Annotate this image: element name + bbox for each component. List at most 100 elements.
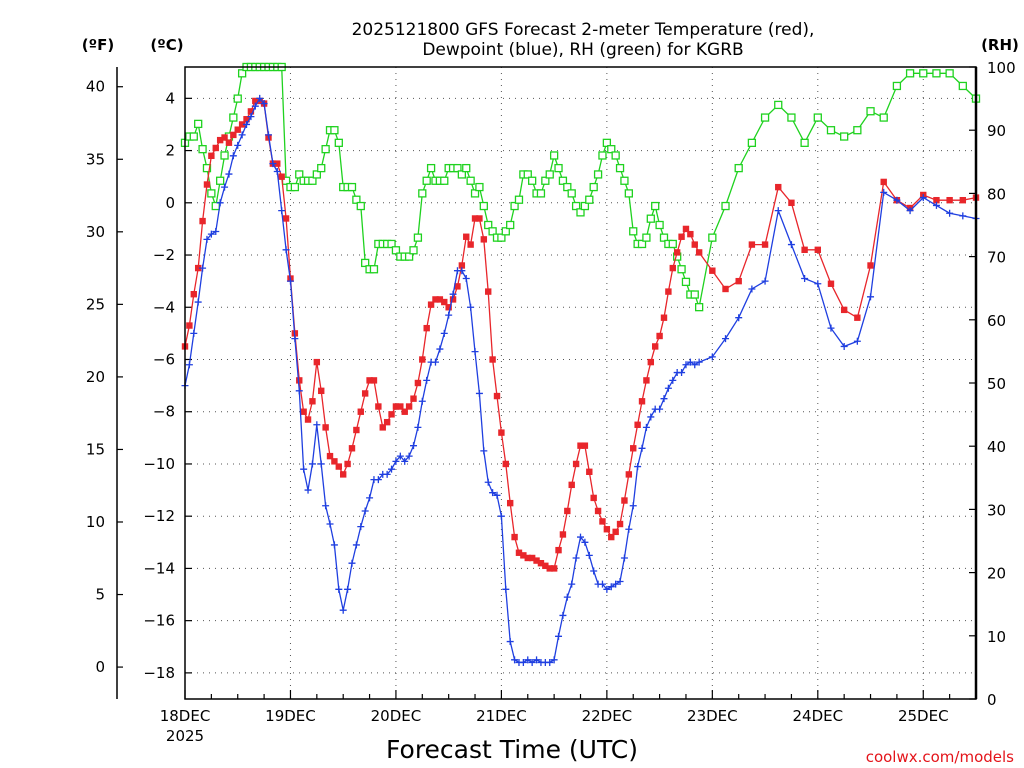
dewpoint-point bbox=[550, 656, 558, 664]
temperature-point bbox=[186, 322, 193, 329]
dewpoint-point bbox=[414, 423, 422, 431]
rh-point bbox=[593, 170, 603, 179]
rh-point bbox=[321, 145, 330, 154]
temperature-point bbox=[361, 390, 369, 397]
temperature-point bbox=[423, 324, 430, 332]
temperature-point bbox=[498, 429, 505, 436]
rh-tick-label: 40 bbox=[987, 438, 1006, 456]
rh-series-line bbox=[184, 66, 977, 310]
temperature-point bbox=[577, 442, 584, 449]
rh-point bbox=[237, 69, 247, 78]
c-tick-label: −12 bbox=[143, 507, 175, 525]
c-tick-label: 4 bbox=[165, 89, 175, 107]
temperature-point bbox=[814, 246, 821, 254]
dewpoint-point bbox=[212, 228, 220, 236]
temperature-point bbox=[682, 225, 690, 233]
dewpoint-point bbox=[203, 235, 211, 243]
temperature-point bbox=[419, 356, 426, 363]
dewpoint-point bbox=[484, 478, 492, 486]
rh-point bbox=[620, 176, 629, 185]
temperature-point bbox=[520, 552, 527, 559]
dewpoint-point bbox=[946, 209, 954, 217]
rh-point bbox=[800, 138, 809, 147]
rh-point bbox=[356, 201, 365, 211]
dewpoint-point bbox=[787, 241, 795, 249]
rh-point bbox=[479, 201, 488, 211]
temperature-point bbox=[304, 416, 312, 423]
rh-point bbox=[611, 151, 620, 160]
dewpoint-point bbox=[634, 463, 642, 471]
rh-point bbox=[945, 69, 954, 78]
rh-point bbox=[457, 170, 467, 179]
dewpoint-point bbox=[506, 638, 514, 646]
temperature-point bbox=[502, 460, 509, 468]
rh-point bbox=[497, 233, 506, 242]
rh-point bbox=[334, 138, 343, 147]
dewpoint-point bbox=[423, 376, 431, 384]
temperature-point bbox=[673, 249, 681, 256]
dewpoint-point bbox=[612, 580, 620, 588]
rh-point bbox=[892, 81, 902, 91]
temperature-point bbox=[880, 178, 887, 186]
temperature-point bbox=[445, 304, 452, 311]
credit-link[interactable]: coolwx.com/models bbox=[866, 748, 1014, 766]
c-tick-label: −8 bbox=[153, 403, 175, 421]
temperature-point bbox=[506, 499, 514, 507]
dewpoint-point bbox=[260, 100, 268, 108]
temperature-point bbox=[471, 215, 479, 222]
temperature-point bbox=[691, 241, 698, 248]
f-tick-label: 10 bbox=[86, 513, 105, 531]
dewpoint-point bbox=[893, 196, 901, 204]
rh-point bbox=[510, 201, 519, 211]
dewpoint-point bbox=[577, 533, 584, 541]
dewpoint-point bbox=[735, 314, 743, 322]
dewpoint-point bbox=[383, 470, 391, 478]
dewpoint-point bbox=[827, 324, 835, 332]
rh-point bbox=[426, 163, 436, 173]
temperature-point bbox=[485, 288, 492, 295]
rh-point bbox=[567, 189, 576, 198]
temperature-point bbox=[300, 408, 307, 415]
rh-point bbox=[690, 290, 699, 299]
temperature-point bbox=[959, 196, 967, 204]
rh-point bbox=[563, 182, 572, 192]
dewpoint-point bbox=[555, 632, 563, 640]
dewpoint-point bbox=[598, 580, 606, 588]
rh-point bbox=[787, 113, 796, 122]
dewpoint-point bbox=[774, 207, 782, 215]
temperature-point bbox=[801, 246, 808, 254]
dewpoint-point bbox=[906, 207, 914, 215]
dewpoint-point bbox=[959, 212, 967, 220]
temperature-point bbox=[427, 301, 435, 308]
dewpoint-point bbox=[304, 486, 312, 494]
temperature-point bbox=[401, 408, 408, 415]
rh-point bbox=[312, 170, 321, 179]
dewpoint-point bbox=[493, 491, 501, 499]
temperature-point bbox=[388, 411, 395, 418]
rh-point bbox=[514, 195, 524, 204]
temperature-point bbox=[243, 116, 250, 123]
dewpoint-point bbox=[590, 567, 598, 575]
f-tick-label: 0 bbox=[95, 658, 105, 676]
rh-point bbox=[523, 170, 532, 179]
temperature-point bbox=[278, 173, 285, 180]
dewpoint-point bbox=[647, 413, 655, 421]
temperature-point bbox=[441, 298, 448, 306]
dewpoint-point bbox=[682, 361, 690, 369]
dewpoint-point bbox=[629, 502, 637, 510]
temperature-point bbox=[274, 160, 281, 167]
rh-point bbox=[668, 239, 677, 249]
rh-point bbox=[189, 132, 198, 141]
dewpoint-point bbox=[348, 559, 356, 567]
dewpoint-point bbox=[352, 541, 360, 549]
dewpoint-point bbox=[748, 285, 756, 293]
dewpoint-point bbox=[686, 358, 694, 366]
rh-point bbox=[418, 189, 427, 198]
dewpoint-point bbox=[396, 452, 404, 460]
rh-point bbox=[774, 100, 783, 110]
x-axis-label: Forecast Time (UTC) bbox=[386, 735, 638, 764]
dewpoint-point bbox=[519, 658, 527, 666]
dewpoint-point bbox=[300, 465, 308, 473]
x-tick-label: 23DEC bbox=[687, 707, 738, 725]
